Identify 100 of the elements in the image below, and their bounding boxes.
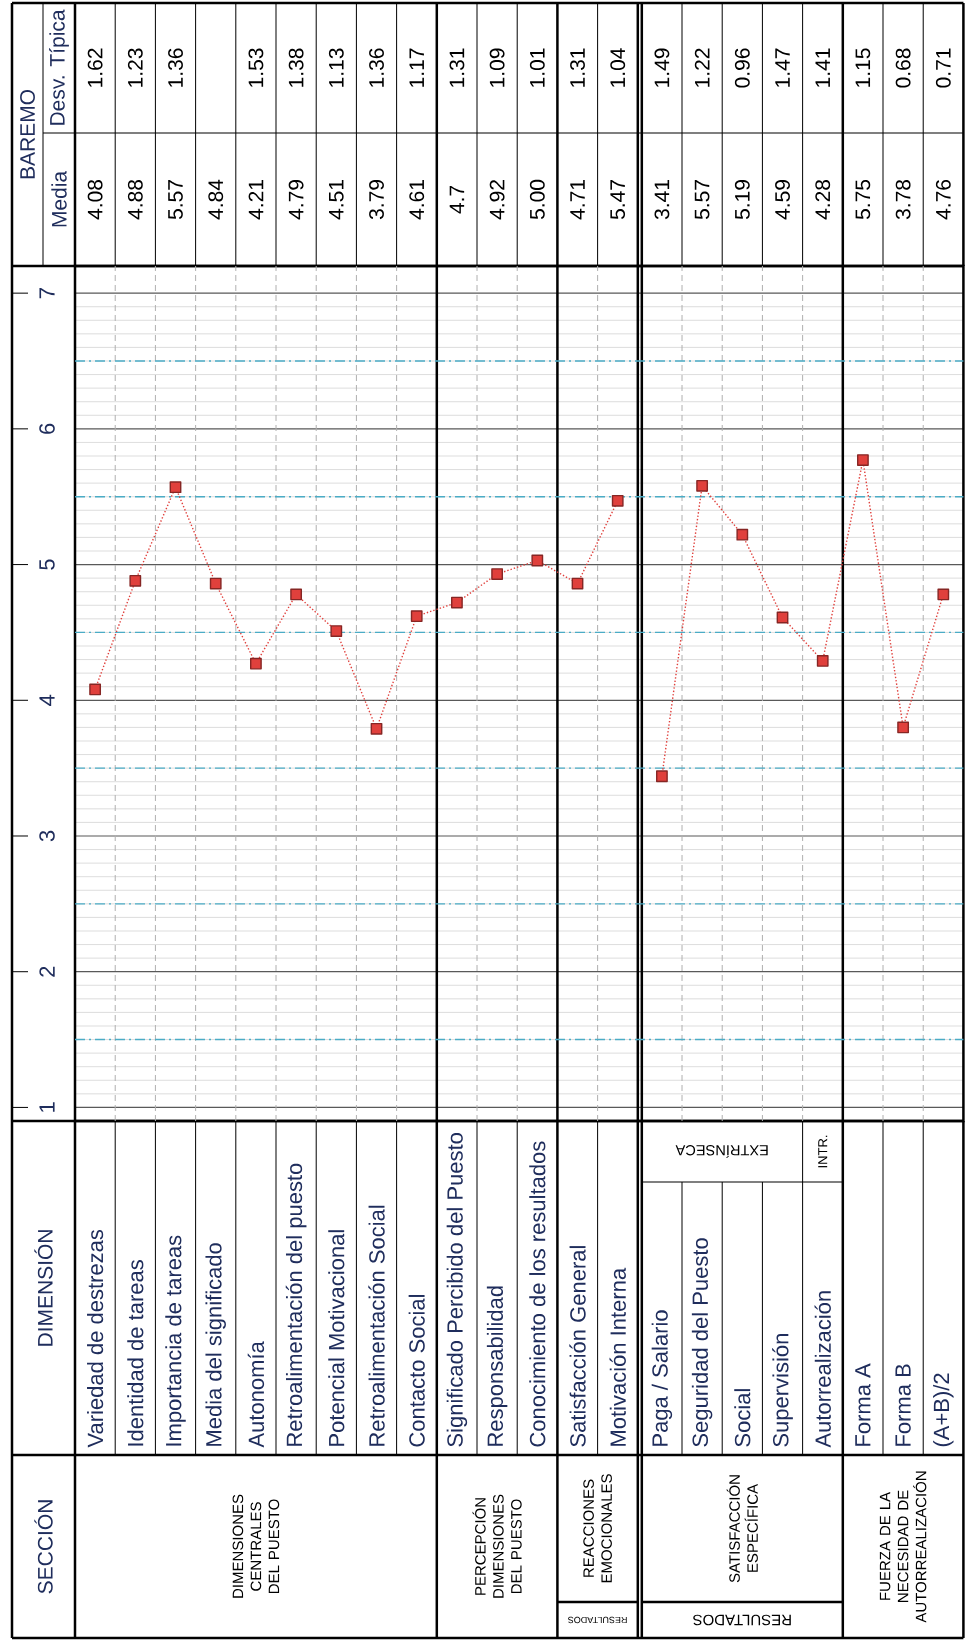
text: PERCEPCIÓN DIMENSIONES DEL PUESTO [472,1494,522,1598]
text: 1.47 [775,48,790,87]
x-tick-label: Social [734,1389,751,1447]
text: 1.09 [489,48,505,87]
text: 1.36 [369,48,384,87]
y-tick-label: 1 [39,1102,55,1112]
text: SECCIÓN [34,1500,53,1594]
text: 0.68 [895,48,911,88]
point [937,588,950,601]
text: BAREMO [20,90,35,179]
text: FUERZA DE LA NECESIDAD DE AUTORREALIZACIÓN [879,1471,927,1623]
x-tick-label: Media del significado [205,1243,226,1446]
text: RESULTADOS [693,1614,791,1626]
text: 1.23 [127,48,143,87]
text: 4.59 [775,180,790,220]
text: 5.00 [529,179,545,220]
text: 1.01 [529,48,545,87]
text: DIMENSIONES CENTRALES DEL PUESTO [232,1494,280,1598]
x-tick-label: Contacto Social [408,1295,425,1447]
point [410,610,423,623]
text: 4.71 [570,180,585,220]
text: 1.62 [87,48,103,87]
text: 4.28 [815,179,831,220]
x-tick-label: Importancia de tareas [165,1235,186,1446]
text: 1.31 [570,48,585,87]
text: 5.75 [855,179,871,220]
text: 1.41 [815,48,830,87]
text: SATISFACCIÓN ESPECÍFICA [726,1475,758,1583]
text: 0.71 [935,48,951,88]
point [209,577,222,590]
x-tick-label: Identidad de tareas [127,1260,144,1446]
text: 1.04 [610,48,626,87]
point [129,574,142,587]
point [89,683,102,696]
text: 4.61 [409,180,425,220]
point [330,625,343,637]
y-tick-label: 7 [39,288,55,299]
point [736,528,749,541]
text: 4.84 [208,179,224,220]
y-tick-label: 3 [39,830,55,842]
x-tick-label: Retroalimentación Social [368,1205,385,1446]
text: 4.79 [288,180,304,220]
text: 0.96 [734,48,750,88]
text: 4.88 [127,179,143,220]
text: 5.57 [168,180,183,220]
text: 3.78 [895,179,911,220]
text: 5.57 [694,180,710,220]
text: 1.15 [855,48,871,87]
text: Media [51,170,67,227]
y-tick-label: 4 [39,694,55,706]
text: 1.38 [288,48,304,87]
point [290,588,303,601]
x-tick-label: Conocimiento de los resultados [529,1141,546,1447]
y-tick-label: 6 [39,423,55,434]
point [169,481,182,494]
text: 1.17 [409,48,424,87]
text: EXTRÍNSECA [675,1145,768,1158]
point [370,722,383,735]
point [897,721,910,734]
text: 4.21 [248,180,264,220]
text: 1.49 [654,48,670,87]
x-tick-label: Paga / Salario [651,1310,673,1446]
text: 3.41 [654,180,670,220]
text: 4.51 [328,180,344,220]
text: 1.53 [248,48,264,87]
text: Desv. Típica [49,9,69,125]
point [696,479,709,492]
text: 4.76 [935,179,951,220]
x-tick-label: Responsabilidad [486,1286,508,1446]
point [816,655,829,667]
x-tick-label: Autonomía [247,1341,265,1448]
x-tick-label: (A+B)/2 [933,1373,954,1447]
point [531,554,544,567]
x-tick-label: Forma A [855,1363,871,1446]
point [656,770,668,783]
x-tick-label: Seguridad del Puesto [691,1238,713,1447]
x-tick-label: Variedad de destrezas [87,1229,104,1448]
text: 4.92 [489,180,505,220]
x-tick-label: Significado Percibido del Puesto [446,1133,468,1447]
text: 1.31 [449,48,465,87]
text: 1.13 [328,48,344,87]
text: 4.7 [449,185,465,214]
text: 3.79 [369,180,384,220]
text: INTR. [818,1135,828,1168]
text: DIMENSIÓN [34,1230,53,1346]
text: REACCIONES EMOCIONALES [583,1474,612,1583]
y-tick-label: 5 [39,559,55,570]
text: 1.36 [168,48,183,87]
text: 1.22 [694,48,710,87]
x-tick-label: Satisfacción General [569,1246,586,1447]
x-tick-label: Supervisión [772,1334,793,1447]
point [250,657,262,670]
text: 4.08 [87,179,103,220]
y-tick-label: 2 [39,966,55,977]
x-tick-label: Potencial Motivacional [328,1230,345,1446]
point [451,596,463,609]
x-tick-label: Forma B [895,1364,911,1446]
text: 5.47 [610,180,626,220]
point [491,568,504,580]
x-tick-label: Motivación Interna [609,1267,626,1446]
